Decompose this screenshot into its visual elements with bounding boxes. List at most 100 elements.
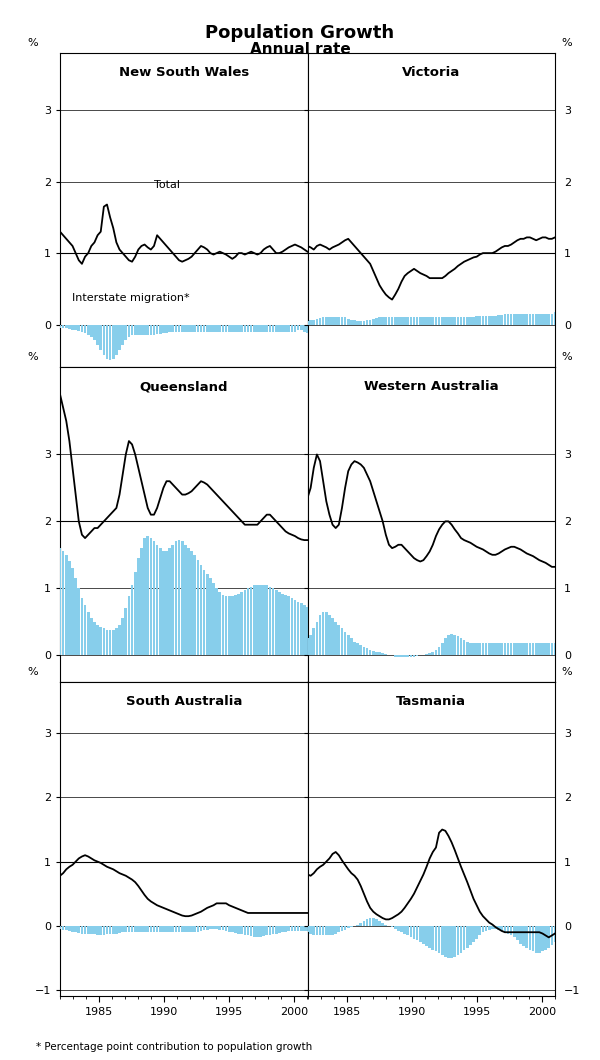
Bar	[184, 925, 187, 932]
Bar	[488, 925, 491, 930]
Bar	[256, 585, 259, 655]
Bar	[140, 324, 143, 335]
Bar	[234, 595, 237, 655]
Bar	[159, 548, 161, 655]
Bar	[362, 648, 365, 655]
Bar	[74, 324, 77, 331]
Bar	[475, 925, 478, 939]
Bar	[128, 597, 130, 655]
Bar	[406, 317, 409, 324]
Bar	[359, 922, 362, 925]
Bar	[265, 585, 268, 655]
Bar	[156, 324, 158, 334]
Bar	[337, 317, 340, 324]
Bar	[554, 925, 556, 942]
Bar	[109, 324, 112, 360]
Bar	[256, 925, 259, 937]
Bar	[316, 622, 318, 655]
Bar	[385, 317, 387, 324]
Bar	[375, 919, 378, 925]
Bar	[547, 314, 550, 324]
Bar	[519, 643, 522, 655]
Text: Western Australia: Western Australia	[364, 381, 499, 393]
Bar	[215, 925, 218, 929]
Bar	[538, 925, 541, 953]
Bar	[485, 643, 487, 655]
Bar	[494, 316, 497, 324]
Bar	[300, 603, 302, 655]
Bar	[469, 643, 472, 655]
Bar	[441, 925, 443, 955]
Bar	[359, 646, 362, 655]
Bar	[523, 925, 525, 947]
Bar	[369, 650, 371, 655]
Bar	[410, 925, 412, 937]
Bar	[100, 628, 102, 655]
Bar	[482, 925, 484, 932]
Bar	[516, 314, 519, 324]
Bar	[434, 650, 437, 655]
Bar	[300, 324, 302, 330]
Bar	[547, 643, 550, 655]
Bar	[365, 320, 368, 324]
Bar	[447, 925, 450, 958]
Bar	[137, 324, 140, 335]
Bar	[478, 316, 481, 324]
Bar	[209, 925, 212, 929]
Bar	[175, 925, 177, 932]
Bar	[146, 536, 149, 655]
Bar	[529, 925, 531, 950]
Bar	[156, 545, 158, 655]
Bar	[341, 629, 343, 655]
Bar	[513, 643, 515, 655]
Bar	[516, 925, 519, 940]
Bar	[275, 925, 278, 934]
Bar	[115, 925, 118, 934]
Bar	[187, 324, 190, 332]
Bar	[444, 317, 446, 324]
Bar	[362, 321, 365, 324]
Bar	[172, 324, 174, 333]
Bar	[109, 925, 112, 934]
Bar	[482, 643, 484, 655]
Bar	[400, 925, 403, 932]
Bar	[457, 636, 459, 655]
Bar	[293, 324, 296, 332]
Bar	[337, 925, 340, 932]
Bar	[84, 925, 86, 934]
Bar	[391, 925, 394, 928]
Bar	[128, 925, 130, 932]
Bar	[438, 648, 440, 655]
Bar	[262, 925, 265, 936]
Bar	[121, 618, 124, 655]
Bar	[256, 324, 259, 332]
Bar	[413, 925, 415, 939]
Bar	[203, 324, 205, 332]
Bar	[218, 591, 221, 655]
Bar	[200, 324, 202, 332]
Bar	[341, 317, 343, 324]
Bar	[532, 643, 535, 655]
Bar	[65, 554, 68, 655]
Bar	[391, 317, 394, 324]
Bar	[313, 629, 315, 655]
Bar	[118, 925, 121, 933]
Bar	[378, 317, 381, 324]
Bar	[454, 317, 456, 324]
Bar	[190, 324, 193, 332]
Bar	[541, 314, 544, 324]
Bar	[71, 925, 74, 932]
Bar	[228, 925, 230, 932]
Bar	[178, 324, 181, 332]
Bar	[278, 925, 281, 933]
Bar	[278, 591, 281, 655]
Bar	[450, 634, 453, 655]
Bar	[313, 319, 315, 324]
Bar	[124, 324, 127, 340]
Bar	[71, 568, 74, 655]
Bar	[344, 317, 346, 324]
Bar	[165, 324, 168, 333]
Bar	[197, 324, 199, 332]
Bar	[247, 925, 250, 935]
Bar	[190, 925, 193, 932]
